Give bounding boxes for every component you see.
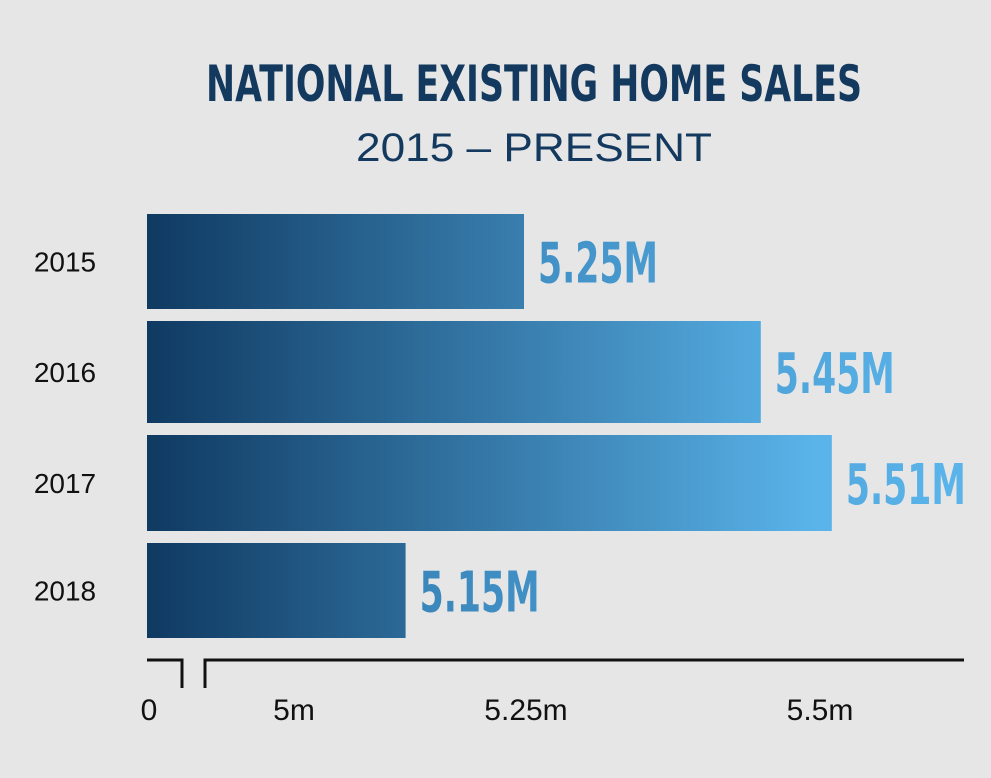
chart-subtitle: 2015 – PRESENT	[356, 126, 712, 170]
bar	[147, 321, 761, 423]
chart-title: NATIONAL EXISTING HOME SALES	[206, 55, 862, 113]
x-axis: 0 5m 5.25m 5.5m	[141, 658, 964, 727]
bar	[147, 214, 524, 309]
x-tick-label: 5.5m	[787, 694, 854, 727]
category-label: 2017	[34, 468, 96, 499]
data-label: 5.15M	[420, 561, 540, 626]
bar	[147, 543, 406, 638]
x-tick-label: 0	[141, 694, 158, 727]
bar	[147, 435, 832, 531]
data-label: 5.45M	[775, 342, 895, 407]
bars-layer: 2015 5.25M 2016 5.45M 2017 5.51M 2018 5.15M	[34, 214, 966, 638]
category-label: 2015	[34, 247, 96, 278]
x-tick-label: 5m	[273, 694, 315, 727]
category-label: 2018	[34, 576, 96, 607]
x-tick-label: 5.25m	[484, 694, 567, 727]
data-label: 5.51M	[846, 453, 966, 518]
category-label: 2016	[34, 357, 96, 388]
data-label: 5.25M	[538, 232, 658, 297]
